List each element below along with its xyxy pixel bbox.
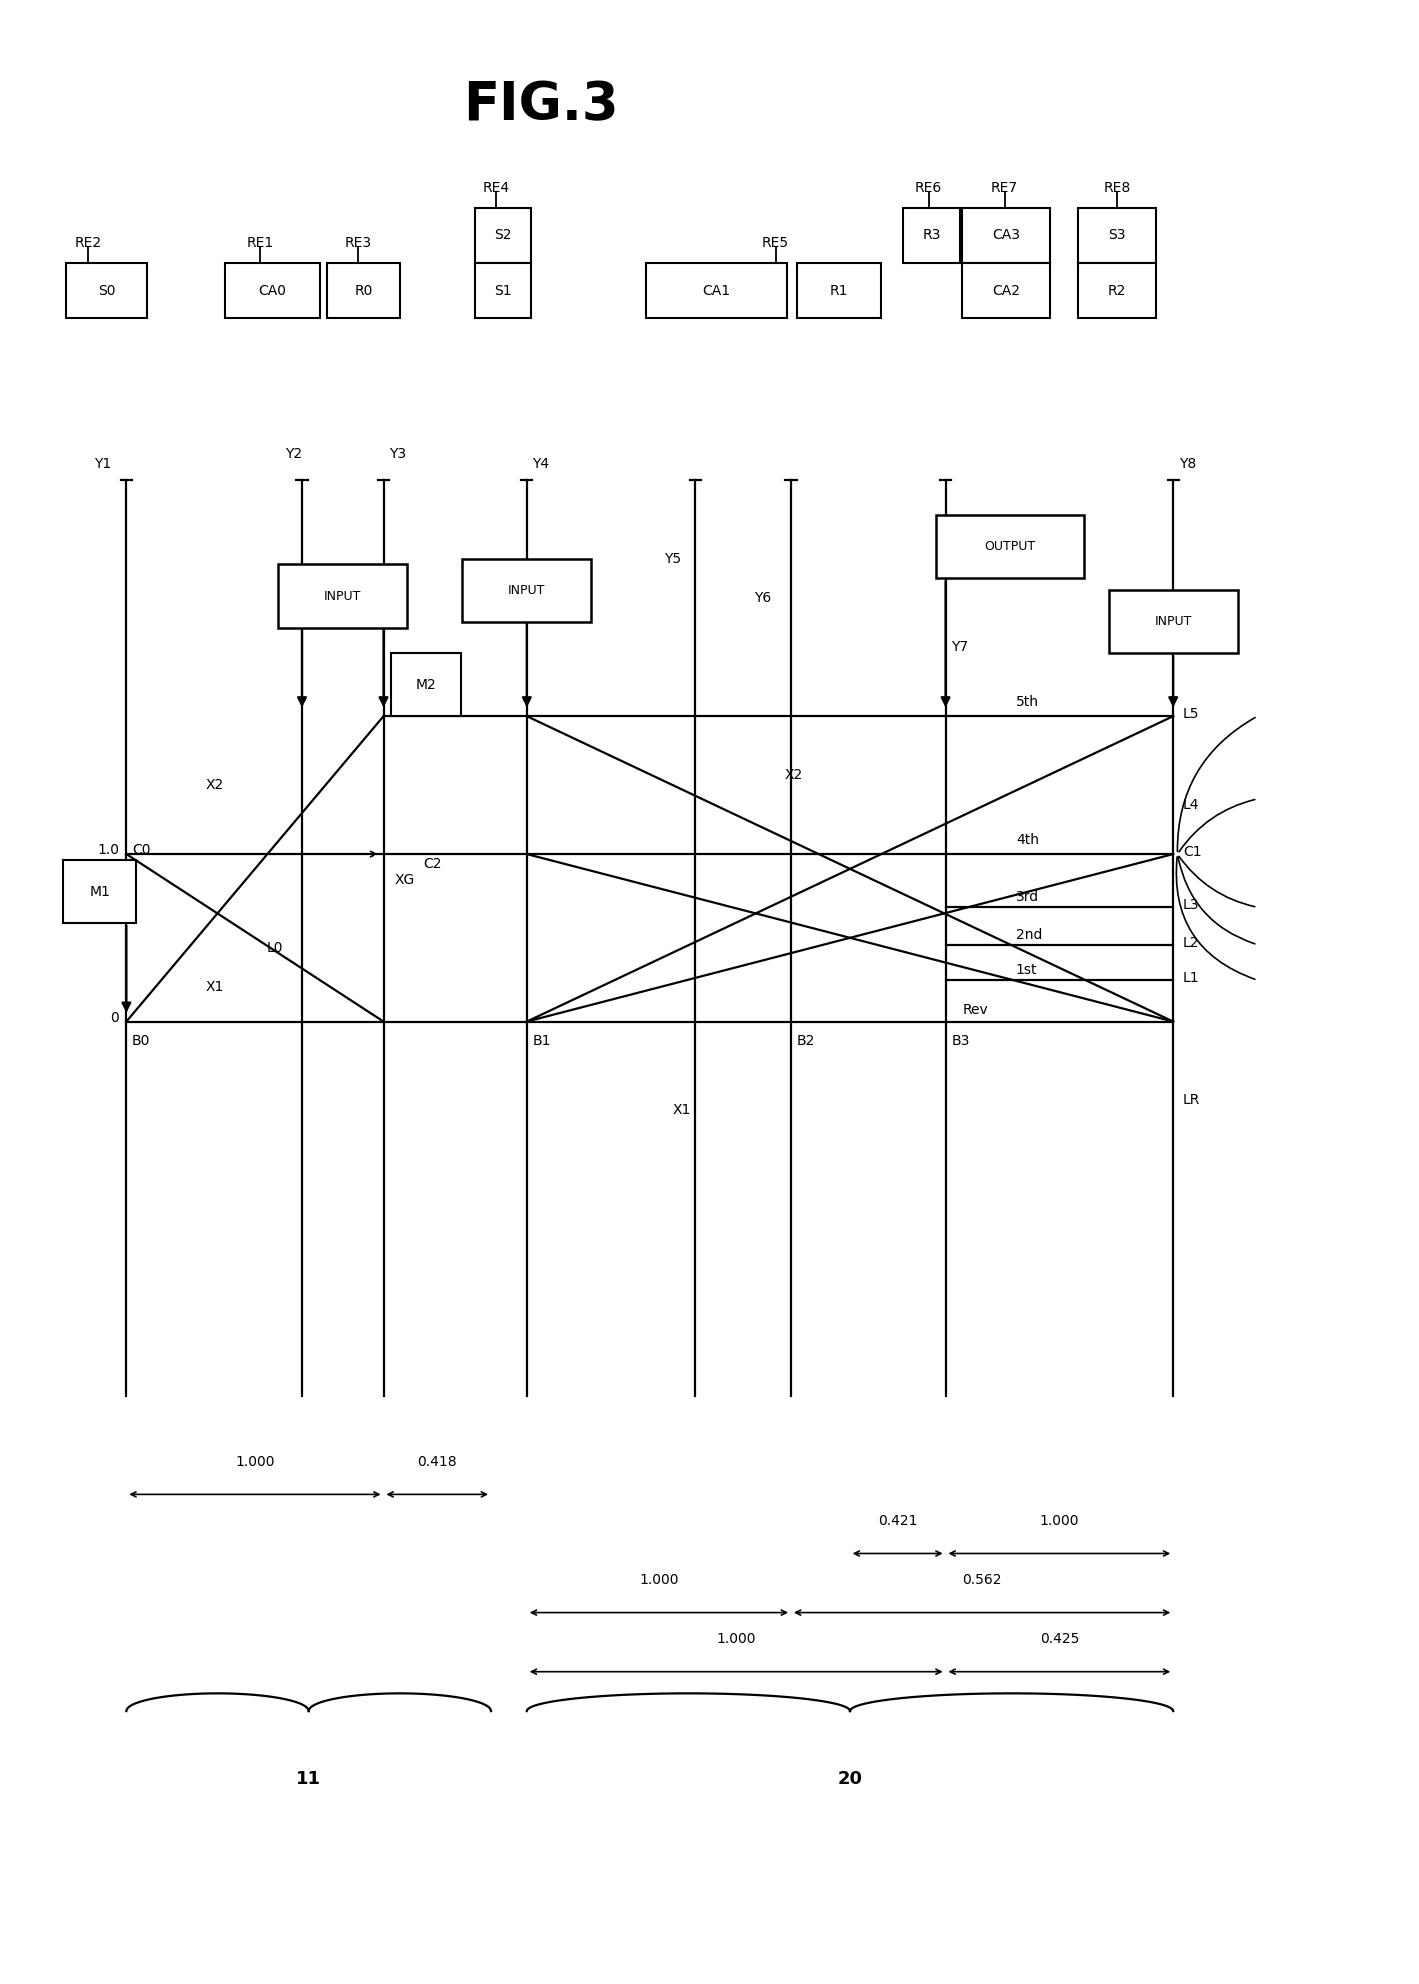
Text: 20: 20 [837, 1770, 863, 1788]
Text: XG: XG [394, 684, 414, 698]
Bar [796, 264, 881, 317]
Bar [904, 208, 959, 264]
Text: CA1: CA1 [702, 284, 731, 298]
Text: 1.0: 1.0 [98, 843, 119, 857]
Text: 0.418: 0.418 [417, 1454, 457, 1468]
Bar [937, 516, 1084, 577]
Bar [962, 208, 1050, 264]
Text: OUTPUT: OUTPUT [985, 540, 1036, 554]
Text: L0: L0 [267, 940, 284, 954]
Text: R1: R1 [830, 284, 849, 298]
Text: 0: 0 [111, 1010, 119, 1024]
Text: FIG.3: FIG.3 [463, 79, 619, 131]
Text: 1st: 1st [1016, 964, 1037, 978]
Text: L5: L5 [1183, 706, 1199, 722]
Text: S2: S2 [494, 228, 512, 242]
Text: XG: XG [394, 873, 414, 887]
Text: 1.000: 1.000 [1040, 1514, 1078, 1528]
Text: Rev: Rev [962, 1002, 988, 1016]
Text: 4th: 4th [1016, 833, 1039, 847]
Bar [1108, 589, 1237, 653]
Bar [1077, 264, 1156, 317]
Text: RE4: RE4 [482, 181, 509, 194]
Text: RE7: RE7 [990, 181, 1019, 194]
Text: M1: M1 [89, 885, 111, 899]
Text: R2: R2 [1108, 284, 1127, 298]
Text: INPUT: INPUT [1155, 615, 1192, 629]
Bar [390, 653, 461, 716]
Bar [224, 264, 321, 317]
Text: Y6: Y6 [755, 591, 772, 605]
Text: X1: X1 [206, 980, 224, 994]
Text: Y4: Y4 [532, 456, 549, 470]
Text: X2: X2 [206, 778, 224, 792]
Text: 1.000: 1.000 [717, 1633, 756, 1647]
Text: C1: C1 [1183, 845, 1202, 859]
Text: B1: B1 [532, 1034, 551, 1048]
Bar [475, 264, 531, 317]
Text: RE5: RE5 [762, 236, 789, 250]
Text: B3: B3 [951, 1034, 969, 1048]
Text: B0: B0 [132, 1034, 150, 1048]
Text: 0.425: 0.425 [1040, 1633, 1078, 1647]
Text: C0: C0 [132, 843, 150, 857]
Text: INPUT: INPUT [508, 583, 545, 597]
Text: RE1: RE1 [247, 236, 274, 250]
Text: L1: L1 [1183, 972, 1199, 986]
Text: 5th: 5th [1016, 696, 1039, 710]
Bar [65, 264, 148, 317]
Text: 1.000: 1.000 [236, 1454, 275, 1468]
Text: 0.562: 0.562 [962, 1573, 1002, 1587]
Text: 1.000: 1.000 [639, 1573, 678, 1587]
Text: L3: L3 [1183, 899, 1199, 913]
Text: Y1: Y1 [94, 456, 111, 470]
Text: L4: L4 [1183, 798, 1199, 811]
Text: X2: X2 [785, 768, 803, 782]
Text: S0: S0 [98, 284, 115, 298]
Text: 11: 11 [297, 1770, 321, 1788]
Bar [646, 264, 786, 317]
Text: Y2: Y2 [285, 446, 302, 460]
Text: B2: B2 [796, 1034, 815, 1048]
Text: RE2: RE2 [75, 236, 102, 250]
Text: INPUT: INPUT [324, 589, 362, 603]
Bar [463, 559, 592, 621]
Text: 0.421: 0.421 [878, 1514, 918, 1528]
Text: C2: C2 [423, 857, 441, 871]
Text: CA3: CA3 [992, 228, 1020, 242]
Text: L2: L2 [1183, 936, 1199, 950]
Text: RE3: RE3 [345, 236, 372, 250]
Text: 2nd: 2nd [1016, 929, 1042, 942]
Text: Y7: Y7 [951, 641, 968, 655]
Text: LR: LR [1183, 1093, 1200, 1107]
Text: R3: R3 [922, 228, 941, 242]
Bar [64, 859, 136, 923]
Bar [475, 208, 531, 264]
Text: S3: S3 [1108, 228, 1125, 242]
Text: CA2: CA2 [992, 284, 1020, 298]
Bar [1077, 208, 1156, 264]
Text: Y8: Y8 [1179, 456, 1196, 470]
Text: 3rd: 3rd [1016, 891, 1039, 905]
Bar [328, 264, 400, 317]
Text: R0: R0 [355, 284, 373, 298]
Text: RE8: RE8 [1104, 181, 1131, 194]
Text: M2: M2 [416, 679, 436, 692]
Text: CA0: CA0 [258, 284, 287, 298]
Text: S1: S1 [494, 284, 512, 298]
Text: X1: X1 [673, 1103, 691, 1117]
Text: Y3: Y3 [389, 446, 406, 460]
Bar [962, 264, 1050, 317]
Text: RE6: RE6 [915, 181, 942, 194]
Bar [278, 565, 407, 627]
Text: Y5: Y5 [664, 552, 681, 565]
